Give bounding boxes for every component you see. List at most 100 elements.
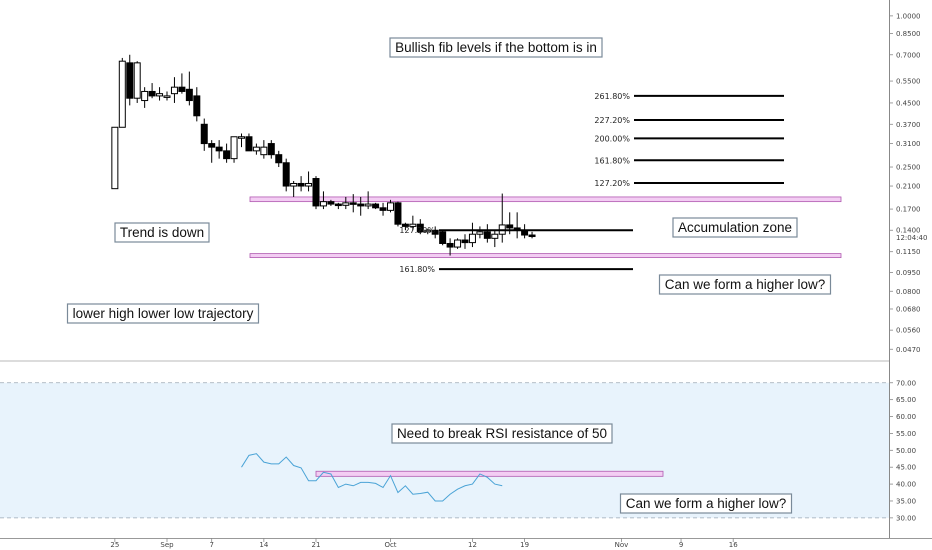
x-tick-label: Sep <box>160 541 174 549</box>
y-tick-label: 0.2100 <box>896 183 921 191</box>
candle <box>275 150 283 168</box>
candle <box>468 222 476 248</box>
candle-body <box>185 88 193 102</box>
candle-body <box>163 95 171 98</box>
x-tick-label: 25 <box>110 541 119 549</box>
candle-body <box>319 201 327 207</box>
annotation-accumulation-zone: Accumulation zone <box>672 217 798 238</box>
candle <box>156 87 164 101</box>
x-tick-label: 19 <box>520 541 529 549</box>
y-tick-label: 0.0950 <box>896 269 921 277</box>
x-tick-label: 9 <box>679 541 683 549</box>
candle <box>238 133 245 148</box>
candle-body <box>223 150 231 160</box>
candle-body <box>156 93 164 97</box>
annotations: Bullish fib levels if the bottom is in Tr… <box>66 37 832 514</box>
y-tick-label: 0.3100 <box>896 140 921 148</box>
candle-body <box>208 143 216 148</box>
candle <box>357 196 365 216</box>
candle <box>282 158 290 192</box>
annotation-higher-low: Can we form a higher low? <box>658 274 832 295</box>
y-tick-label: 0.1400 <box>896 227 921 235</box>
candle-body <box>439 231 447 244</box>
candle <box>170 77 178 103</box>
candle-body <box>111 126 119 190</box>
y-tick-label: 1.0000 <box>896 12 921 20</box>
candle-body <box>275 154 283 164</box>
annotation-trend-down-text: Trend is down <box>120 225 204 240</box>
rsi-y-tick-label: 45.00 <box>896 464 916 472</box>
annotation-higher-low-text: Can we form a higher low? <box>665 277 826 292</box>
candle-body <box>401 223 409 227</box>
fib-label: 127.20% <box>594 179 630 188</box>
candle <box>387 199 394 213</box>
candle-body <box>424 229 432 233</box>
annotation-rsi-resistance: Need to break RSI resistance of 50 <box>391 423 613 444</box>
candle-body <box>364 203 372 207</box>
rsi-y-tick-label: 60.00 <box>896 413 916 421</box>
candle-body <box>215 146 223 152</box>
candle <box>185 71 193 106</box>
candle-body <box>230 136 238 160</box>
candle-body <box>297 182 305 187</box>
y-tick-label: 0.0470 <box>896 346 921 354</box>
rsi-y-tick-label: 40.00 <box>896 481 916 489</box>
rsi-y-tick-label: 35.00 <box>896 497 916 505</box>
candle-body <box>446 242 454 248</box>
candle <box>312 176 320 210</box>
support-zone <box>249 253 842 259</box>
candle-body <box>334 203 342 207</box>
annotation-trend-down: Trend is down <box>114 222 210 243</box>
annotation-trend-down-box <box>114 222 210 243</box>
candle-body <box>431 229 439 235</box>
candle <box>364 191 372 210</box>
candle <box>372 202 380 210</box>
candle-body <box>245 136 253 152</box>
annotation-higher-low-box <box>658 274 832 295</box>
candle <box>111 126 119 190</box>
y-tick-label: 0.5500 <box>896 78 921 86</box>
candle <box>394 201 402 227</box>
candle-body <box>468 233 476 244</box>
candle-body <box>416 223 424 233</box>
annotation-trajectory: lower high lower low trajectory <box>66 303 260 324</box>
x-tick-label: 21 <box>312 541 321 549</box>
annotation-trajectory-box <box>66 303 260 324</box>
y-tick-label: 0.0800 <box>896 288 921 296</box>
fib-label-lower: 161.80% <box>399 265 435 274</box>
candle-body <box>193 95 201 117</box>
candle <box>245 133 253 152</box>
candle-body <box>387 202 394 211</box>
candle <box>439 230 447 246</box>
candle <box>342 196 350 210</box>
candle <box>379 202 387 216</box>
y-tick-label: 0.0560 <box>896 327 921 335</box>
y-tick-label: 0.0680 <box>896 305 921 313</box>
candle-body <box>454 239 462 248</box>
annotation-title: Bullish fib levels if the bottom is in <box>389 37 603 58</box>
candle <box>446 238 454 256</box>
candle-body <box>379 207 387 211</box>
candle <box>349 194 357 213</box>
annotation-rsi-higher-low: Can we form a higher low? <box>619 493 793 514</box>
candle-body <box>141 90 149 102</box>
y-tick-label: 1.2000 <box>896 0 921 1</box>
annotation-accumulation-zone-text: Accumulation zone <box>678 220 792 235</box>
x-tick-label: 14 <box>259 541 268 549</box>
candle <box>163 91 171 101</box>
x-tick-label: 7 <box>209 541 213 549</box>
candle-body <box>260 146 268 156</box>
candle <box>215 140 223 159</box>
candle-body <box>483 231 491 239</box>
annotation-title-text: Bullish fib levels if the bottom is in <box>395 40 597 55</box>
candle-body <box>372 203 380 209</box>
candle-body <box>349 202 357 205</box>
x-tick-label: 12 <box>468 541 477 549</box>
y-tick-label: 0.8500 <box>896 30 921 38</box>
candle-body <box>238 136 245 139</box>
candle-body <box>312 178 320 207</box>
y-tick-label: 0.3700 <box>896 121 921 129</box>
candle <box>431 226 439 239</box>
